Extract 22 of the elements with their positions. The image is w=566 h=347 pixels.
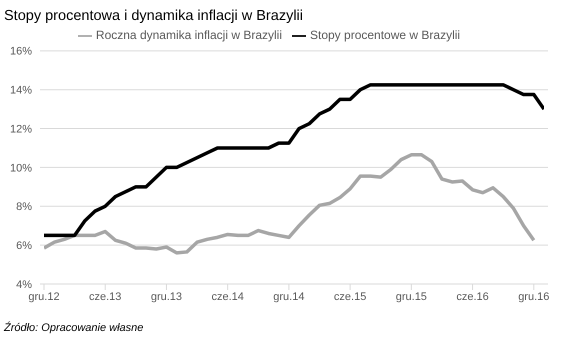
y-tick-label: 8%	[16, 201, 32, 214]
legend-label: Roczna dynamika inflacji w Brazylii	[96, 28, 282, 42]
line-series	[44, 153, 536, 255]
y-tick-label: 16%	[10, 46, 32, 58]
legend-label: Stopy procentowe w Brazylii	[310, 28, 460, 42]
x-tick-label: cze.14	[211, 290, 244, 303]
y-tick-label: 14%	[10, 84, 32, 97]
x-tick-label: cze.15	[334, 290, 366, 303]
y-tick-label: 10%	[10, 162, 32, 174]
x-tick-label: gru.16	[518, 290, 550, 303]
y-tick-label: 12%	[10, 123, 32, 136]
x-tick-label: gru.13	[150, 290, 182, 303]
y-tick-label: 4%	[16, 278, 32, 291]
y-tick-label: 6%	[16, 240, 32, 252]
x-tick-label: gru.12	[28, 290, 60, 303]
x-tick-label: cze.16	[456, 290, 489, 303]
line-series	[44, 83, 544, 238]
x-tick-label: gru.14	[273, 290, 304, 303]
x-tick-label: gru.15	[396, 290, 427, 303]
text: Źródło: Opracowanie własne	[4, 322, 144, 334]
chart-title: Stopy procentowa i dynamika inflacji w Brazylii	[4, 8, 304, 26]
x-tick-label: cze.13	[89, 290, 122, 303]
